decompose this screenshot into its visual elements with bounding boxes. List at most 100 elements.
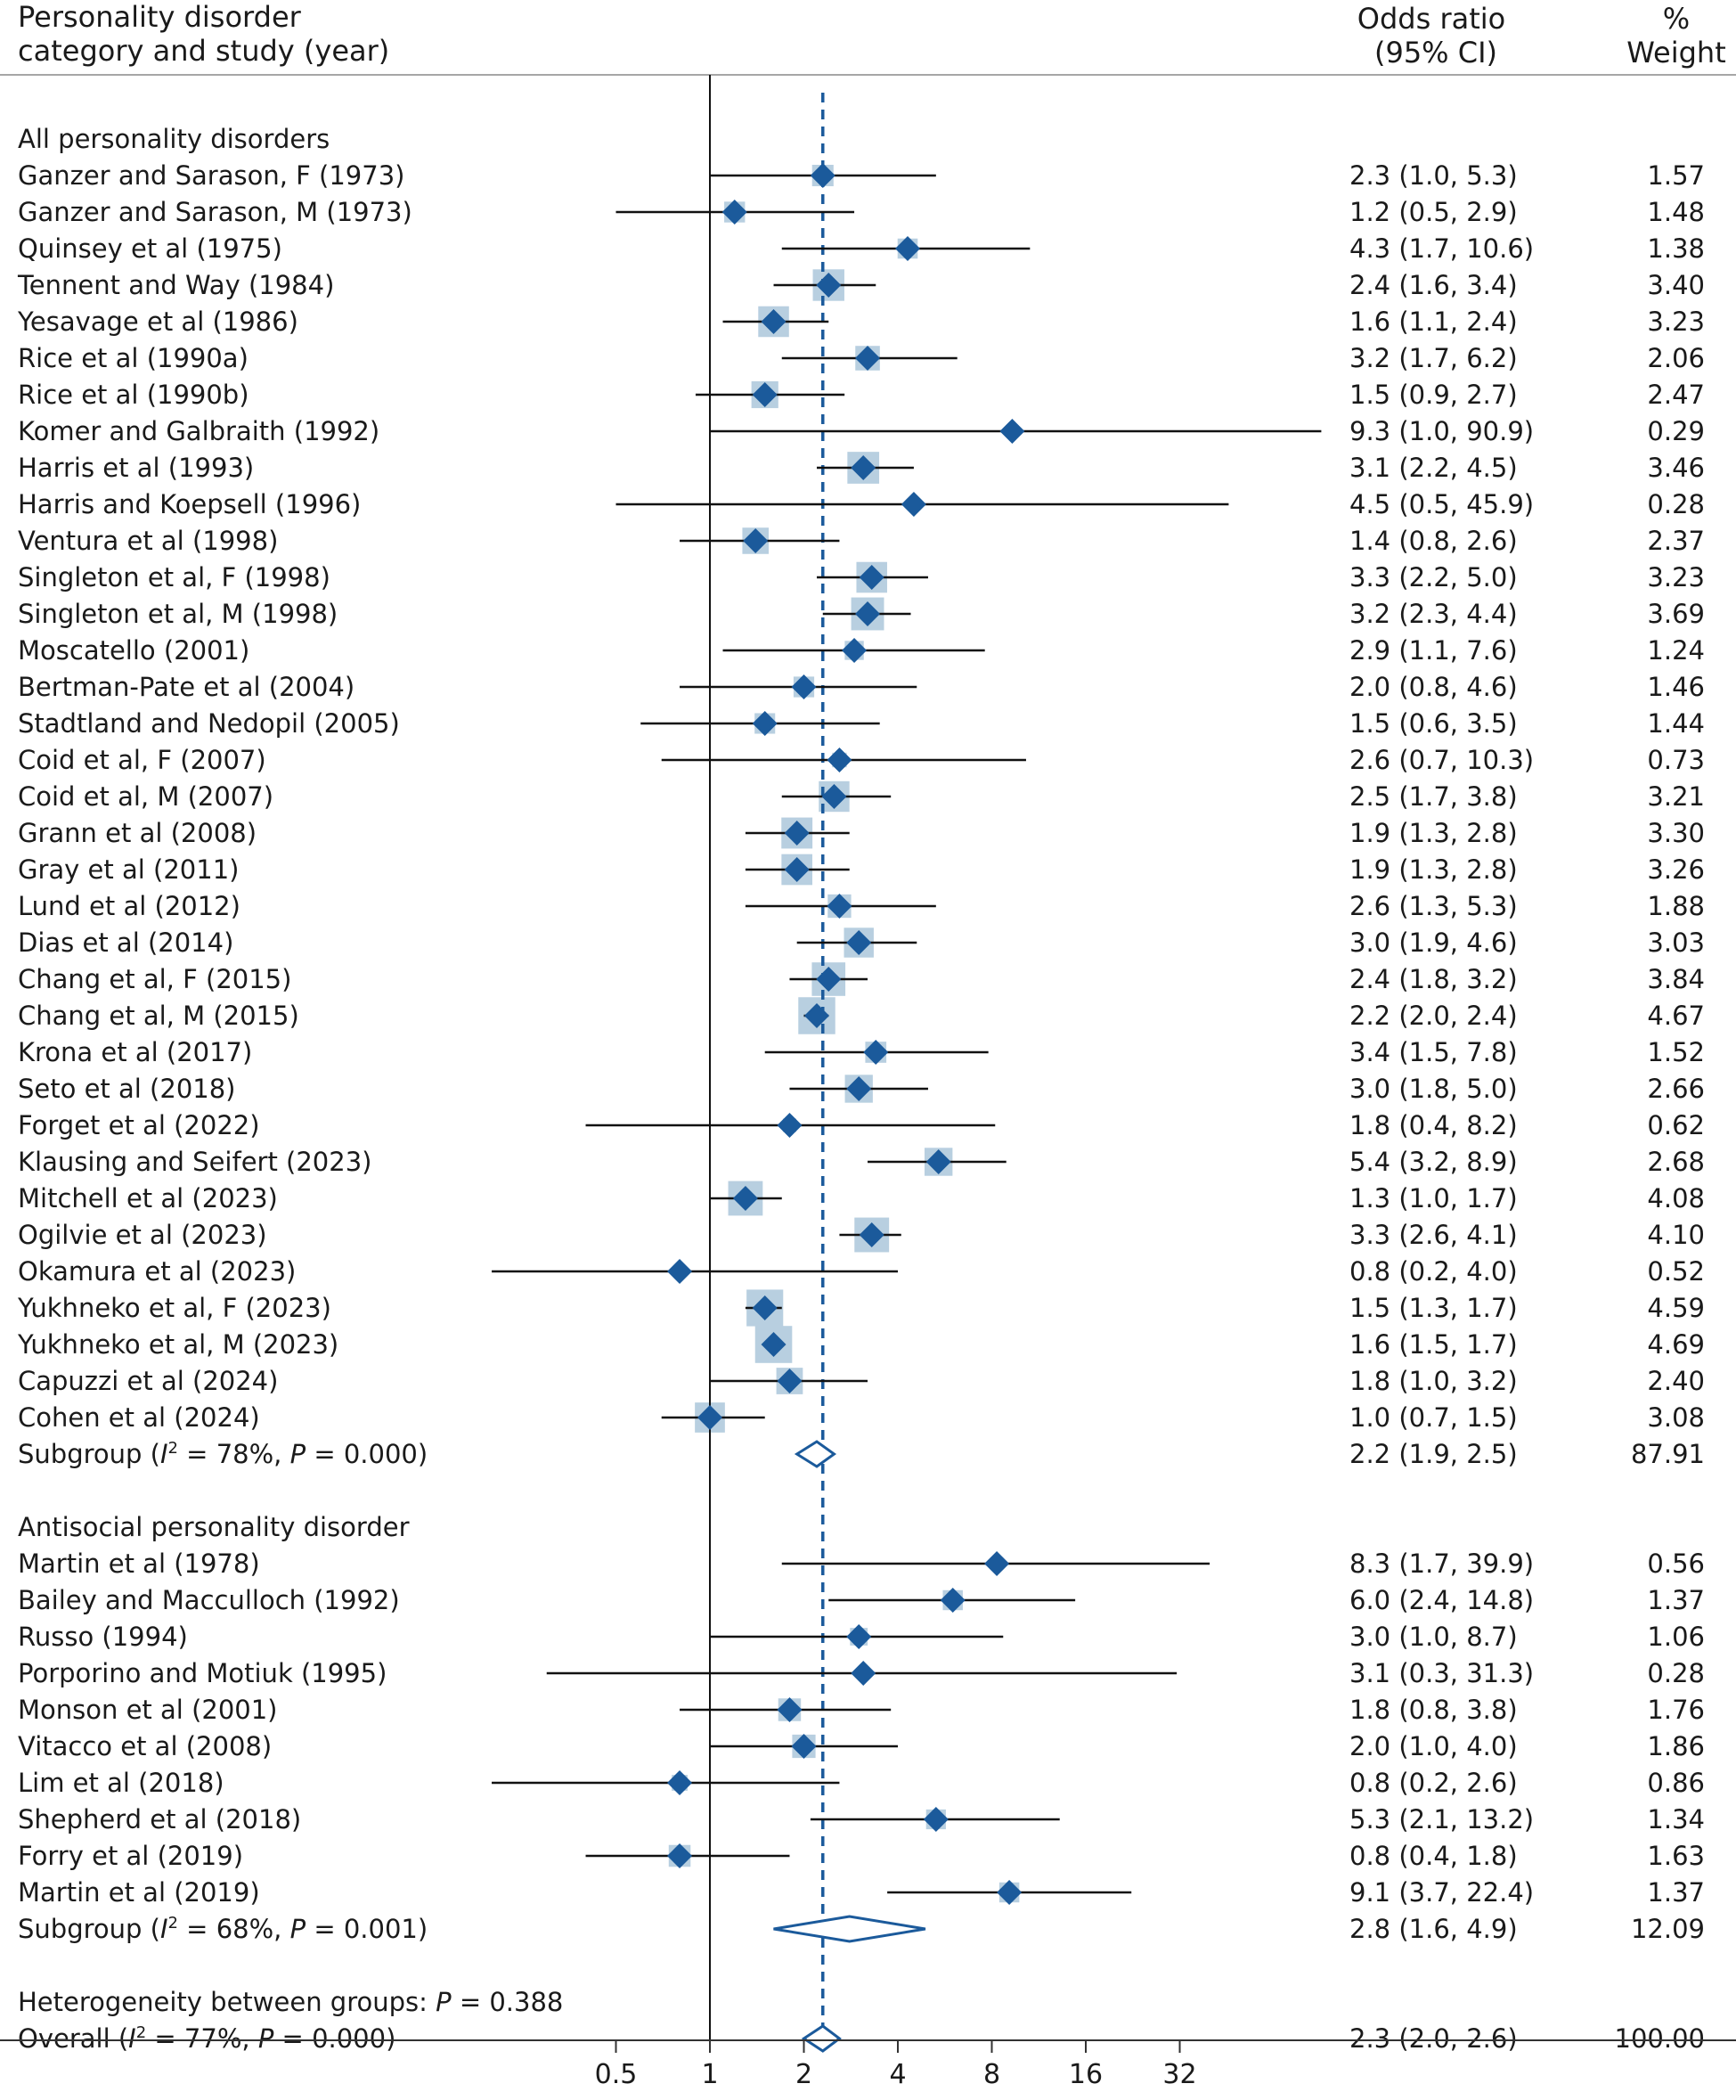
point-estimate-marker xyxy=(732,1186,758,1211)
study-label: Chang et al, M (2015) xyxy=(18,1001,299,1031)
subgroup-diamond xyxy=(794,1440,837,1468)
study-label: Shepherd et al (2018) xyxy=(18,1804,301,1834)
study-weight: 2.40 xyxy=(1647,1366,1705,1396)
study-label: Yukhneko et al, F (2023) xyxy=(17,1293,331,1323)
odds-ratio-ci: 1.6 (1.1, 2.4) xyxy=(1349,306,1518,337)
study-weight: 1.48 xyxy=(1647,197,1705,227)
point-estimate-marker xyxy=(901,492,926,517)
point-estimate-marker xyxy=(777,1697,803,1722)
study-label: Tennent and Way (1984) xyxy=(17,270,334,300)
odds-ratio-ci: 3.0 (1.0, 8.7) xyxy=(1349,1622,1518,1652)
row-labels: All personality disorders Ganzer and Sara… xyxy=(17,124,1705,2054)
study-label: Stadtland and Nedopil (2005) xyxy=(18,708,400,739)
heterogeneity-between-groups: Heterogeneity between groups: P = 0.388 xyxy=(18,1987,563,2017)
study-weight: 1.24 xyxy=(1647,635,1705,666)
study-weight: 3.46 xyxy=(1647,453,1705,483)
odds-ratio-ci: 1.2 (0.5, 2.9) xyxy=(1349,197,1518,227)
study-label: Krona et al (2017) xyxy=(18,1037,252,1067)
odds-ratio-ci: 1.4 (0.8, 2.6) xyxy=(1349,526,1518,556)
overall-or: 2.3 (2.0, 2.6) xyxy=(1349,2023,1518,2054)
odds-ratio-ci: 2.6 (1.3, 5.3) xyxy=(1349,891,1518,921)
point-estimate-marker xyxy=(923,1807,949,1832)
weight-boxes xyxy=(668,164,1020,1903)
point-estimate-marker xyxy=(999,419,1025,444)
study-weight: 3.08 xyxy=(1647,1402,1705,1433)
x-tick-label: 4 xyxy=(889,2059,906,2090)
study-label: Mitchell et al (2023) xyxy=(18,1183,278,1213)
subgroup-or: 2.2 (1.9, 2.5) xyxy=(1349,1439,1518,1469)
point-estimate-marker xyxy=(667,1259,693,1284)
point-estimate-marker xyxy=(851,455,876,480)
odds-ratio-ci: 1.5 (0.6, 3.5) xyxy=(1349,708,1518,739)
point-estimate-marker xyxy=(810,163,835,188)
group-heading: All personality disorders xyxy=(18,124,330,154)
study-weight: 1.76 xyxy=(1647,1695,1705,1725)
study-weight: 3.30 xyxy=(1647,818,1705,848)
study-weight: 4.67 xyxy=(1647,1001,1705,1031)
odds-ratio-ci: 8.3 (1.7, 39.9) xyxy=(1349,1548,1534,1579)
study-weight: 3.26 xyxy=(1647,854,1705,885)
point-estimate-marker xyxy=(697,1405,722,1430)
study-weight: 1.57 xyxy=(1647,160,1705,191)
study-label: Coid et al, M (2007) xyxy=(18,781,273,812)
study-label: Okamura et al (2023) xyxy=(18,1256,296,1287)
odds-ratio-ci: 4.3 (1.7, 10.6) xyxy=(1349,233,1534,264)
point-estimate-marker xyxy=(752,711,778,736)
odds-ratio-ci: 1.6 (1.5, 1.7) xyxy=(1349,1329,1518,1360)
odds-ratio-ci: 2.4 (1.8, 3.2) xyxy=(1349,964,1518,994)
point-estimate-marker xyxy=(997,1880,1023,1905)
odds-ratio-ci: 2.9 (1.1, 7.6) xyxy=(1349,635,1518,666)
point-estimate-marker xyxy=(761,1332,786,1357)
header-label-line1: Personality disorder xyxy=(18,0,302,34)
study-weight: 2.06 xyxy=(1647,343,1705,373)
point-estimate-marker xyxy=(851,1661,876,1686)
study-weight: 4.10 xyxy=(1647,1220,1705,1250)
overall-weight: 100.00 xyxy=(1615,2023,1705,2054)
odds-ratio-ci: 3.2 (2.3, 4.4) xyxy=(1349,599,1518,629)
study-label: Singleton et al, F (1998) xyxy=(18,562,330,592)
study-label: Bailey and Macculloch (1992) xyxy=(18,1585,400,1615)
study-weight: 4.59 xyxy=(1647,1293,1705,1323)
point-estimate-marker xyxy=(846,1076,872,1101)
study-label: Rice et al (1990b) xyxy=(18,380,249,410)
point-estimate-marker xyxy=(940,1588,966,1613)
subgroup-label: Subgroup (I2 = 68%, P = 0.001) xyxy=(18,1914,428,1944)
study-weight: 1.38 xyxy=(1647,233,1705,264)
header-weight-line2: Weight xyxy=(1626,36,1725,69)
study-label: Capuzzi et al (2024) xyxy=(18,1366,278,1396)
x-tick-label: 16 xyxy=(1069,2059,1103,2090)
study-weight: 1.88 xyxy=(1647,891,1705,921)
point-estimate-marker xyxy=(859,565,884,590)
study-weight: 0.28 xyxy=(1647,1658,1705,1688)
point-estimate-marker xyxy=(855,346,881,371)
point-estimate-marker xyxy=(895,236,921,261)
odds-ratio-ci: 2.6 (0.7, 10.3) xyxy=(1349,745,1534,775)
point-estimate-marker xyxy=(846,930,872,955)
study-label: Ogilvie et al (2023) xyxy=(18,1220,267,1250)
odds-ratio-ci: 0.8 (0.2, 2.6) xyxy=(1349,1768,1518,1798)
study-label: Martin et al (1978) xyxy=(18,1548,260,1579)
point-estimate-marker xyxy=(784,857,810,882)
study-label: Grann et al (2008) xyxy=(18,818,257,848)
study-label: Forget et al (2022) xyxy=(18,1110,260,1140)
study-weight: 1.86 xyxy=(1647,1731,1705,1761)
subgroup-label: Subgroup (I2 = 78%, P = 0.000) xyxy=(18,1439,428,1469)
header-label-line2: category and study (year) xyxy=(18,34,389,68)
point-estimate-marker xyxy=(804,1003,830,1028)
study-label: Yukhneko et al, M (2023) xyxy=(17,1329,338,1360)
study-label: Klausing and Seifert (2023) xyxy=(18,1147,371,1177)
study-label: Russo (1994) xyxy=(18,1622,188,1652)
overall-diamond xyxy=(801,2024,842,2053)
odds-ratio-ci: 2.5 (1.7, 3.8) xyxy=(1349,781,1518,812)
study-weight: 0.28 xyxy=(1647,489,1705,519)
odds-ratio-ci: 2.2 (2.0, 2.4) xyxy=(1349,1001,1518,1031)
point-estimate-marker xyxy=(859,1222,884,1247)
study-weight: 0.73 xyxy=(1647,745,1705,775)
x-tick-label: 2 xyxy=(795,2059,812,2090)
point-estimate-marker xyxy=(863,1040,889,1065)
study-weight: 4.08 xyxy=(1647,1183,1705,1213)
point-estimate-marker xyxy=(791,674,817,699)
odds-ratio-ci: 3.2 (1.7, 6.2) xyxy=(1349,343,1518,373)
study-label: Yesavage et al (1986) xyxy=(17,306,298,337)
